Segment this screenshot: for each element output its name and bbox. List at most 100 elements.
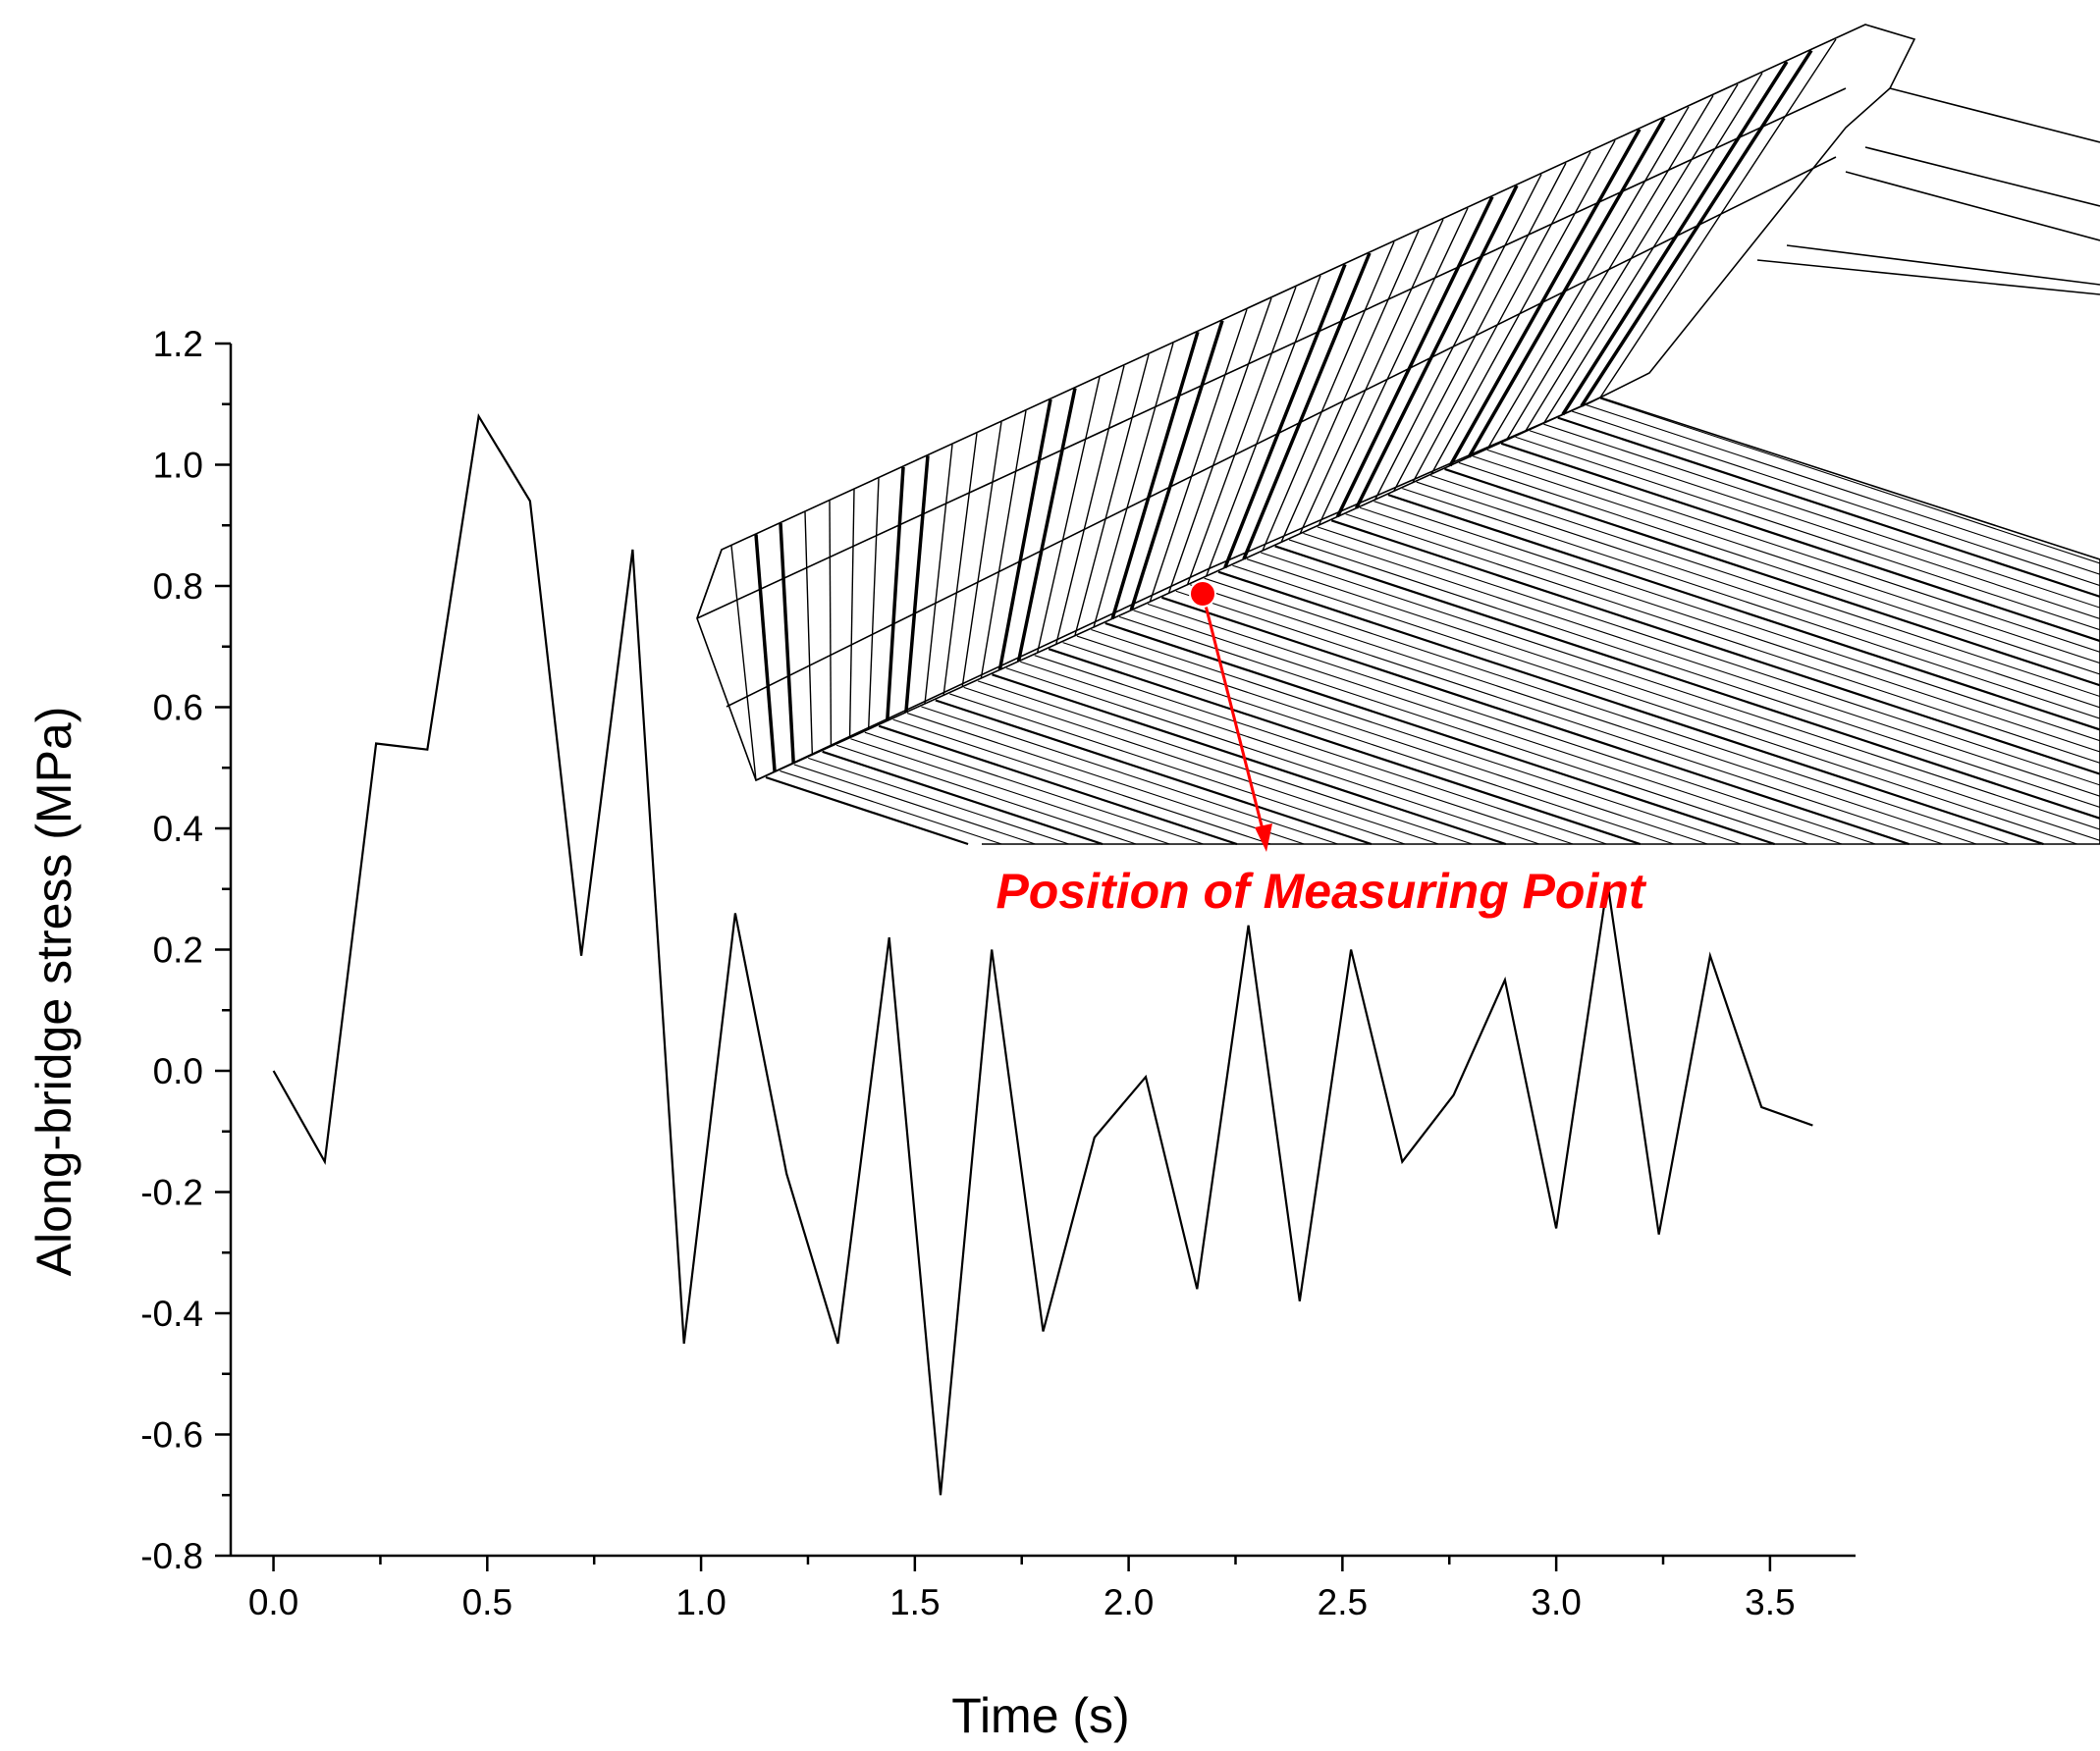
- girder-rib: [779, 522, 795, 764]
- deck-stringer: [949, 693, 1406, 845]
- deck-stringer: [1062, 642, 1675, 845]
- deck-stringer: [1204, 577, 2011, 845]
- girder-ribs: [730, 38, 1837, 781]
- deck-stringer: [1387, 494, 2100, 731]
- girder-rib: [1242, 252, 1372, 560]
- x-tick-label: 3.0: [1531, 1582, 1581, 1622]
- y-tick-label: 0.4: [153, 809, 203, 849]
- y-tick-label: -0.4: [140, 1294, 203, 1334]
- x-tick-label: 3.5: [1745, 1582, 1795, 1622]
- deck-stringer: [906, 713, 1305, 845]
- deck-stringers: [765, 398, 2100, 846]
- girder-rib: [1036, 376, 1101, 654]
- deck-stringer: [835, 744, 1137, 845]
- x-tick-label: 0.0: [248, 1582, 298, 1622]
- x-axis-title: Time (s): [951, 1688, 1129, 1743]
- girder-rib: [1393, 162, 1567, 492]
- girder-rib: [1093, 343, 1174, 628]
- girder-rib: [1318, 207, 1469, 526]
- girder-rib: [1280, 230, 1420, 543]
- x-tick-label: 1.0: [675, 1582, 726, 1622]
- deck-stringer: [1034, 655, 1607, 845]
- deck-stringer: [1373, 501, 2100, 742]
- deck-stringer: [1005, 667, 1540, 845]
- girder-rib: [1505, 94, 1714, 441]
- girder-rib: [829, 501, 833, 747]
- girder-rib: [1186, 287, 1297, 585]
- girder-rib: [848, 489, 855, 738]
- girder-rib: [1149, 308, 1248, 603]
- deck-stringer: [1104, 621, 1775, 846]
- girder-rib: [754, 534, 777, 772]
- deck-stringer: [1500, 442, 2100, 643]
- girder-rib: [1016, 388, 1077, 663]
- deck-stringer: [1557, 416, 2100, 598]
- deck-stringer: [850, 738, 1170, 845]
- deck-stringer: [1359, 506, 2100, 753]
- deck-stringer: [793, 764, 1036, 845]
- deck-stringer: [963, 686, 1439, 845]
- y-axis-title: Along-bridge stress (MPa): [27, 707, 81, 1277]
- deck-stringer: [1458, 461, 2100, 675]
- deck-stringer: [1486, 449, 2100, 653]
- deck-stringer: [1303, 532, 2100, 797]
- girder-rib: [1074, 353, 1150, 636]
- deck-stringer: [1133, 610, 1843, 845]
- girder-rib: [1055, 365, 1125, 645]
- deck-stringer: [1076, 635, 1708, 845]
- y-tick-label: 0.0: [153, 1051, 203, 1091]
- deck-stringer: [1543, 423, 2100, 609]
- girder-rib: [867, 478, 880, 730]
- girder-rib: [1467, 117, 1666, 458]
- girder-rib: [730, 545, 757, 781]
- deck-stringer: [1147, 603, 1876, 845]
- girder-rib: [1374, 174, 1542, 501]
- deck-stringer: [780, 769, 1002, 845]
- deck-stringer: [1048, 648, 1642, 846]
- girder-rib: [904, 455, 930, 713]
- deck-stringer: [1274, 545, 2100, 820]
- y-tick-label: -0.8: [140, 1536, 203, 1576]
- girder-web-line: [696, 549, 723, 619]
- bridge-model-inset: [696, 24, 2100, 846]
- deck-stringer: [1261, 552, 2100, 830]
- girder-rib: [1448, 128, 1642, 467]
- girder-rib: [924, 444, 953, 705]
- deck-stringer: [1429, 474, 2100, 698]
- y-axis-ticks: -0.8 -0.6 -0.4 -0.2 0.0 0.2 0.4 0.6 0.8 1.0 1.2: [140, 324, 231, 1576]
- girder-rib: [1335, 195, 1494, 518]
- deck-stringer: [1529, 430, 2100, 619]
- girder-rib: [1486, 106, 1690, 450]
- girder-rib: [980, 410, 1027, 679]
- deck-stringer: [878, 724, 1238, 846]
- x-tick-label: 2.5: [1318, 1582, 1368, 1622]
- deck-stringer: [1161, 596, 1910, 846]
- girder-web-outline: [696, 24, 1916, 782]
- callout-arrow-line: [1201, 593, 1266, 838]
- girder-rib: [961, 421, 1002, 687]
- girder-rib: [1110, 331, 1200, 619]
- girder-rib: [1524, 83, 1739, 433]
- deck-stringer: [1288, 539, 2100, 809]
- series-group: [272, 412, 1813, 1496]
- deck-stringer: [1246, 558, 2100, 841]
- deck-stringer: [1118, 615, 1809, 845]
- annotation-label: Position of Measuring Point: [996, 864, 1646, 919]
- deck-stringer: [1091, 629, 1742, 845]
- callout-arrowhead: [1255, 823, 1272, 852]
- deck-stringer: [935, 699, 1373, 846]
- girder-rib: [1262, 241, 1395, 552]
- girder-rib: [1167, 297, 1272, 594]
- deck-stringer: [992, 673, 1507, 846]
- y-tick-label: 1.2: [153, 324, 203, 364]
- y-tick-label: 0.6: [153, 688, 203, 728]
- deck-stringer: [1345, 513, 2100, 764]
- deck-stringer: [765, 775, 969, 846]
- top-flange: [1756, 87, 2100, 295]
- y-tick-label: 1.0: [153, 446, 203, 486]
- deck-stringer: [1330, 519, 2100, 775]
- girder-rib: [1561, 60, 1789, 416]
- deck-stringer: [1190, 584, 1977, 845]
- girder-rib: [1599, 38, 1837, 398]
